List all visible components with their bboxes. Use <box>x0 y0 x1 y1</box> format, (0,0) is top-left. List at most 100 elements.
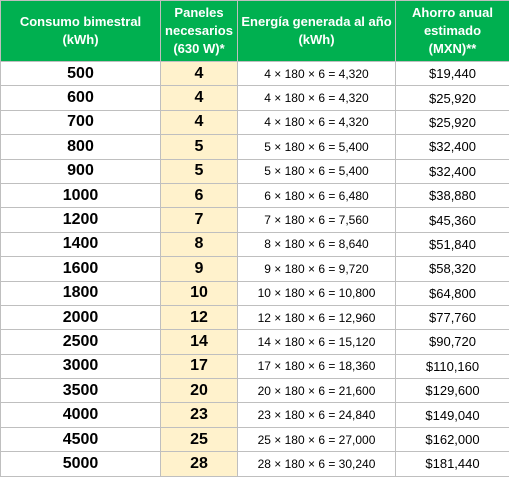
energia-cell: 9 × 180 × 6 = 9,720 <box>237 256 396 282</box>
paneles-cell: 12 <box>160 304 238 331</box>
header-paneles-line: Paneles <box>174 5 224 20</box>
header-row: Consumo bimestral (kWh) Paneles necesari… <box>0 0 509 62</box>
ahorro-cell: $58,320 <box>395 256 509 282</box>
consumo-cell: 3000 <box>0 353 161 380</box>
consumo-cell: 4000 <box>0 402 161 428</box>
table-row: 1000 6 6 × 180 × 6 = 6,480 $38,880 <box>0 182 509 209</box>
energia-cell: 23 × 180 × 6 = 24,840 <box>237 402 396 428</box>
consumo-cell: 1200 <box>0 207 161 233</box>
header-ahorro: Ahorro anual estimado (MXN)** <box>395 0 509 62</box>
header-consumo: Consumo bimestral (kWh) <box>0 0 161 62</box>
table-row: 2500 14 14 × 180 × 6 = 15,120 $90,720 <box>0 329 509 355</box>
ahorro-cell: $51,840 <box>395 231 509 258</box>
table-row: 500 4 4 × 180 × 6 = 4,320 $19,440 <box>0 60 509 87</box>
energia-cell: 5 × 180 × 6 = 5,400 <box>237 158 396 184</box>
ahorro-cell: $129,600 <box>395 378 509 404</box>
energia-cell: 4 × 180 × 6 = 4,320 <box>237 109 396 136</box>
consumo-cell: 500 <box>0 60 161 87</box>
paneles-cell: 9 <box>160 256 238 282</box>
table-body: 500 4 4 × 180 × 6 = 4,320 $19,440 600 4 4 × 18… <box>0 60 509 477</box>
consumo-cell: 900 <box>0 158 161 184</box>
table-header: Consumo bimestral (kWh) Paneles necesari… <box>0 0 509 62</box>
table-row: 600 4 4 × 180 × 6 = 4,320 $25,920 <box>0 85 509 111</box>
consumo-cell: 5000 <box>0 451 161 477</box>
ahorro-cell: $45,360 <box>395 207 509 233</box>
consumo-cell: 1400 <box>0 231 161 258</box>
consumo-cell: 3500 <box>0 378 161 404</box>
header-consumo-line: Consumo bimestral <box>19 14 142 29</box>
paneles-cell: 5 <box>160 158 238 184</box>
header-energia-line: (kWh) <box>298 32 335 47</box>
energia-cell: 12 × 180 × 6 = 12,960 <box>237 304 396 331</box>
table-row: 1200 7 7 × 180 × 6 = 7,560 $45,360 <box>0 207 509 233</box>
ahorro-cell: $77,760 <box>395 304 509 331</box>
ahorro-cell: $64,800 <box>395 280 509 306</box>
header-paneles-line: (630 W)* <box>173 41 225 56</box>
table-row: 3000 17 17 × 180 × 6 = 18,360 $110,160 <box>0 353 509 380</box>
paneles-cell: 8 <box>160 231 238 258</box>
energia-cell: 7 × 180 × 6 = 7,560 <box>237 207 396 233</box>
energia-cell: 10 × 180 × 6 = 10,800 <box>237 280 396 306</box>
paneles-cell: 4 <box>160 60 238 87</box>
header-paneles: Paneles necesarios (630 W)* <box>160 0 238 62</box>
paneles-cell: 7 <box>160 207 238 233</box>
paneles-cell: 14 <box>160 329 238 355</box>
paneles-cell: 28 <box>160 451 238 477</box>
energia-cell: 8 × 180 × 6 = 8,640 <box>237 231 396 258</box>
header-ahorro-line: estimado <box>423 23 482 38</box>
table-row: 4500 25 25 × 180 × 6 = 27,000 $162,000 <box>0 426 509 453</box>
header-ahorro-line: Ahorro anual <box>412 5 493 20</box>
table-row: 5000 28 28 × 180 × 6 = 30,240 $181,440 <box>0 451 509 477</box>
table-row: 900 5 5 × 180 × 6 = 5,400 $32,400 <box>0 158 509 184</box>
paneles-cell: 10 <box>160 280 238 306</box>
ahorro-cell: $25,920 <box>395 109 509 136</box>
consumo-cell: 1000 <box>0 182 161 209</box>
ahorro-cell: $110,160 <box>395 353 509 380</box>
ahorro-cell: $90,720 <box>395 329 509 355</box>
energia-cell: 14 × 180 × 6 = 15,120 <box>237 329 396 355</box>
consumo-cell: 600 <box>0 85 161 111</box>
consumo-cell: 1800 <box>0 280 161 306</box>
header-energia-line: Energía generada al año <box>241 14 392 29</box>
ahorro-cell: $32,400 <box>395 158 509 184</box>
ahorro-cell: $25,920 <box>395 85 509 111</box>
paneles-cell: 4 <box>160 109 238 136</box>
table-row: 1400 8 8 × 180 × 6 = 8,640 $51,840 <box>0 231 509 258</box>
table-row: 700 4 4 × 180 × 6 = 4,320 $25,920 <box>0 109 509 136</box>
table-row: 4000 23 23 × 180 × 6 = 24,840 $149,040 <box>0 402 509 428</box>
energia-cell: 6 × 180 × 6 = 6,480 <box>237 182 396 209</box>
header-consumo-line: (kWh) <box>62 32 99 47</box>
energia-cell: 17 × 180 × 6 = 18,360 <box>237 353 396 380</box>
consumo-cell: 700 <box>0 109 161 136</box>
energia-cell: 5 × 180 × 6 = 5,400 <box>237 134 396 160</box>
ahorro-cell: $162,000 <box>395 426 509 453</box>
paneles-cell: 6 <box>160 182 238 209</box>
paneles-cell: 17 <box>160 353 238 380</box>
consumo-cell: 2500 <box>0 329 161 355</box>
ahorro-cell: $32,400 <box>395 134 509 160</box>
energia-cell: 28 × 180 × 6 = 30,240 <box>237 451 396 477</box>
table-row: 800 5 5 × 180 × 6 = 5,400 $32,400 <box>0 134 509 160</box>
paneles-cell: 25 <box>160 426 238 453</box>
header-paneles-line: necesarios <box>165 23 233 38</box>
consumo-cell: 4500 <box>0 426 161 453</box>
ahorro-cell: $149,040 <box>395 402 509 428</box>
consumo-cell: 800 <box>0 134 161 160</box>
table-row: 2000 12 12 × 180 × 6 = 12,960 $77,760 <box>0 304 509 331</box>
energia-cell: 4 × 180 × 6 = 4,320 <box>237 60 396 87</box>
paneles-cell: 5 <box>160 134 238 160</box>
paneles-cell: 4 <box>160 85 238 111</box>
energia-cell: 4 × 180 × 6 = 4,320 <box>237 85 396 111</box>
energia-cell: 25 × 180 × 6 = 27,000 <box>237 426 396 453</box>
consumo-cell: 1600 <box>0 256 161 282</box>
table-row: 1600 9 9 × 180 × 6 = 9,720 $58,320 <box>0 256 509 282</box>
ahorro-cell: $38,880 <box>395 182 509 209</box>
header-energia: Energía generada al año (kWh) <box>237 0 396 62</box>
energia-cell: 20 × 180 × 6 = 21,600 <box>237 378 396 404</box>
paneles-cell: 20 <box>160 378 238 404</box>
table-row: 1800 10 10 × 180 × 6 = 10,800 $64,800 <box>0 280 509 306</box>
ahorro-cell: $19,440 <box>395 60 509 87</box>
consumo-cell: 2000 <box>0 304 161 331</box>
ahorro-cell: $181,440 <box>395 451 509 477</box>
